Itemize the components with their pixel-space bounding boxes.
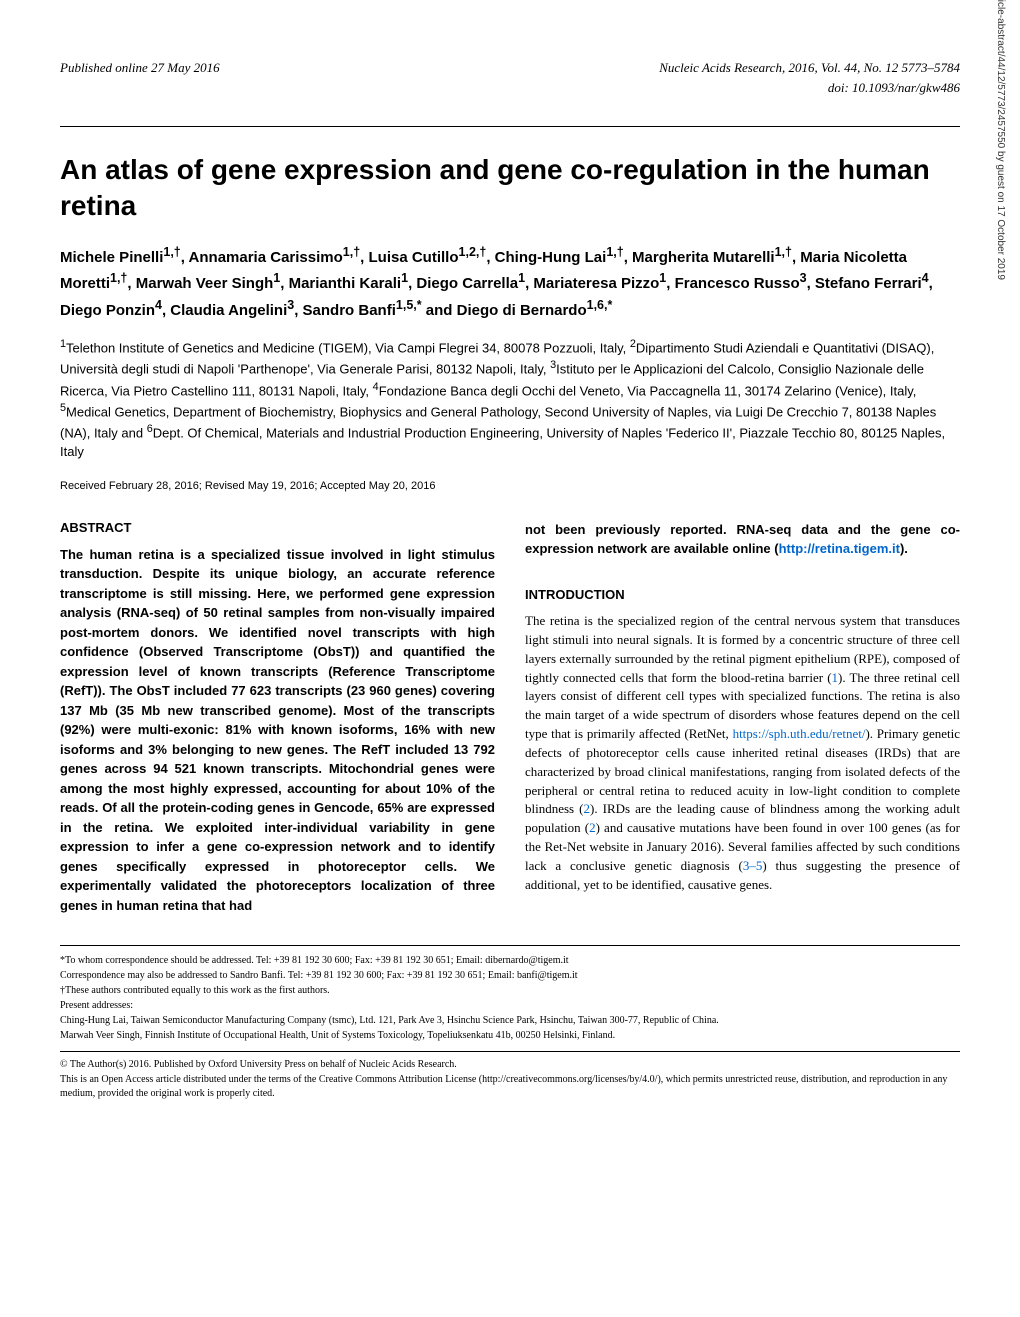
footnote-line: *To whom correspondence should be addres…: [60, 954, 960, 968]
affiliations: 1Telethon Institute of Genetics and Medi…: [60, 337, 960, 462]
footnotes-lines: *To whom correspondence should be addres…: [60, 954, 960, 1043]
introduction-heading: INTRODUCTION: [525, 587, 960, 602]
doi: doi: 10.1093/nar/gkw486: [60, 80, 960, 96]
footnote-line: Correspondence may also be addressed to …: [60, 969, 960, 983]
abstract-continued: not been previously reported. RNA-seq da…: [525, 520, 960, 559]
right-column: not been previously reported. RNA-seq da…: [525, 520, 960, 916]
license-copyright: © The Author(s) 2016. Published by Oxfor…: [60, 1058, 960, 1072]
license-divider: [60, 1051, 960, 1052]
author-list: Michele Pinelli1,†, Annamaria Carissimo1…: [60, 243, 960, 323]
abstract-heading: ABSTRACT: [60, 520, 495, 535]
header-divider: [60, 126, 960, 127]
introduction-text: The retina is the specialized region of …: [525, 612, 960, 895]
footer-divider: [60, 945, 960, 946]
footnote-line: Marwah Veer Singh, Finnish Institute of …: [60, 1029, 960, 1043]
footnote-line: †These authors contributed equally to th…: [60, 984, 960, 998]
published-date: Published online 27 May 2016: [60, 60, 220, 76]
received-dates: Received February 28, 2016; Revised May …: [60, 480, 960, 492]
two-column-layout: ABSTRACT The human retina is a specializ…: [60, 520, 960, 916]
article-title: An atlas of gene expression and gene co-…: [60, 152, 960, 225]
license-text: This is an Open Access article distribut…: [60, 1073, 960, 1101]
download-sidebar-note: Downloaded from https://academic.oup.com…: [995, 0, 1006, 280]
abstract-text: The human retina is a specialized tissue…: [60, 545, 495, 916]
journal-reference: Nucleic Acids Research, 2016, Vol. 44, N…: [659, 60, 960, 76]
footnote-line: Ching-Hung Lai, Taiwan Semiconductor Man…: [60, 1014, 960, 1028]
footnotes: *To whom correspondence should be addres…: [60, 954, 960, 1101]
footnote-line: Present addresses:: [60, 999, 960, 1013]
header-row: Published online 27 May 2016 Nucleic Aci…: [60, 60, 960, 76]
left-column: ABSTRACT The human retina is a specializ…: [60, 520, 495, 916]
